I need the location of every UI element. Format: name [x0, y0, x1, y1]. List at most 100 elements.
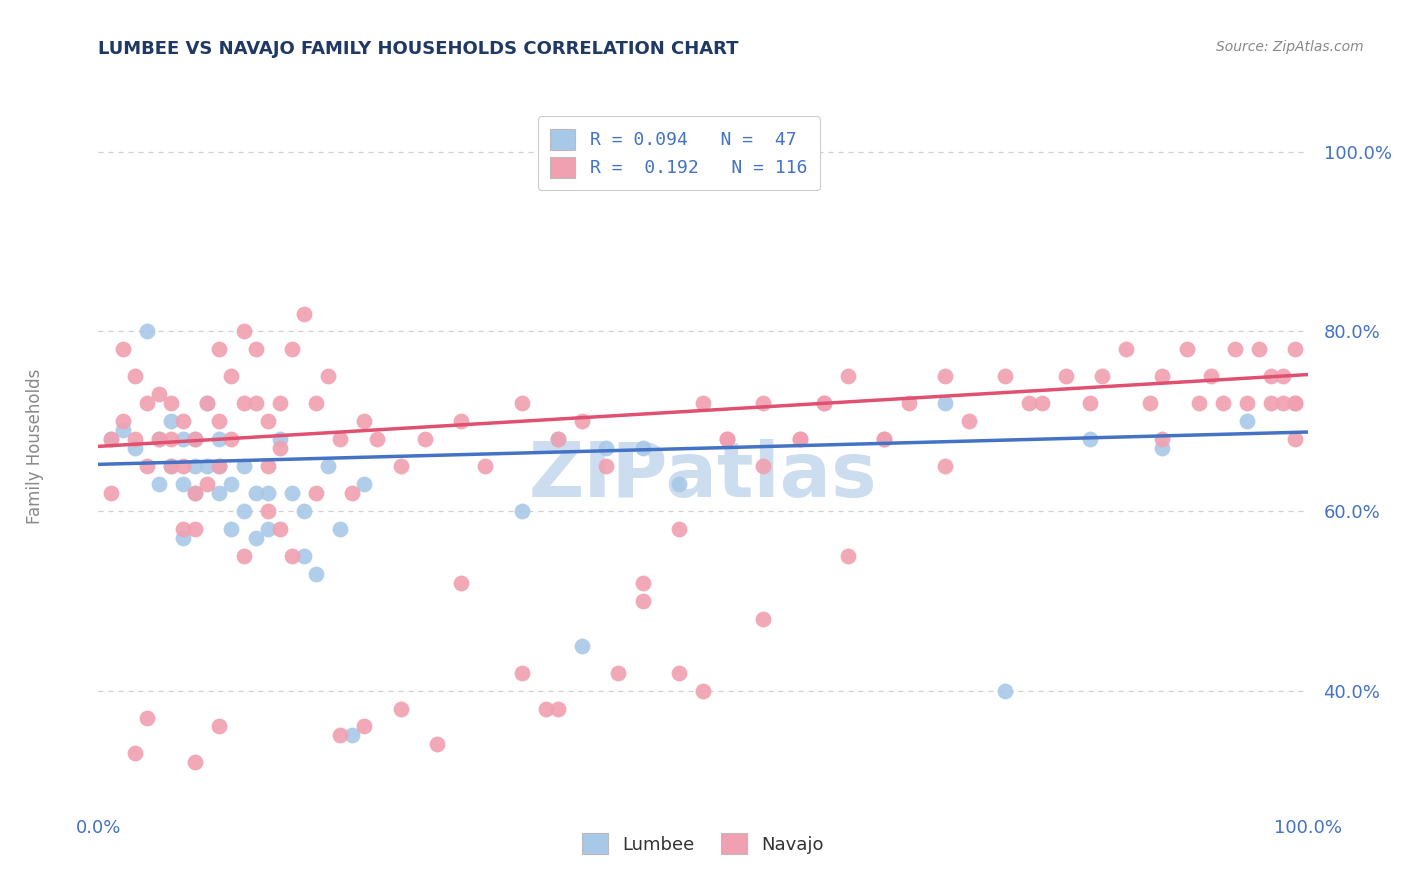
- Point: [172, 522, 194, 536]
- Point: [269, 432, 291, 446]
- Point: [172, 459, 194, 474]
- Point: [100, 486, 122, 500]
- Point: [232, 549, 254, 563]
- Point: [316, 459, 339, 474]
- Point: [813, 396, 835, 410]
- Point: [1078, 432, 1101, 446]
- Point: [100, 432, 122, 446]
- Point: [631, 441, 654, 455]
- Point: [450, 575, 472, 590]
- Text: ZIPatlas: ZIPatlas: [529, 439, 877, 513]
- Point: [789, 432, 811, 446]
- Point: [232, 459, 254, 474]
- Point: [292, 306, 315, 320]
- Point: [172, 531, 194, 545]
- Point: [1223, 343, 1246, 357]
- Point: [389, 701, 412, 715]
- Point: [1152, 369, 1174, 384]
- Point: [366, 432, 388, 446]
- Point: [692, 683, 714, 698]
- Point: [172, 432, 194, 446]
- Point: [837, 549, 859, 563]
- Point: [148, 387, 170, 401]
- Point: [305, 486, 328, 500]
- Point: [195, 396, 218, 410]
- Point: [534, 701, 557, 715]
- Point: [813, 396, 835, 410]
- Point: [292, 549, 315, 563]
- Point: [1031, 396, 1053, 410]
- Point: [752, 612, 775, 626]
- Point: [329, 522, 352, 536]
- Point: [269, 396, 291, 410]
- Point: [450, 414, 472, 428]
- Point: [934, 369, 956, 384]
- Point: [329, 432, 352, 446]
- Point: [1091, 369, 1114, 384]
- Point: [160, 414, 183, 428]
- Point: [631, 575, 654, 590]
- Point: [510, 665, 533, 680]
- Point: [631, 594, 654, 608]
- Point: [1078, 396, 1101, 410]
- Point: [184, 486, 207, 500]
- Point: [124, 369, 146, 384]
- Point: [208, 719, 231, 733]
- Point: [668, 665, 690, 680]
- Point: [353, 414, 375, 428]
- Point: [595, 441, 617, 455]
- Point: [256, 504, 278, 518]
- Point: [135, 325, 157, 339]
- Point: [1260, 396, 1282, 410]
- Point: [571, 414, 593, 428]
- Point: [1115, 343, 1137, 357]
- Point: [135, 459, 157, 474]
- Point: [1212, 396, 1234, 410]
- Point: [957, 414, 980, 428]
- Point: [837, 369, 859, 384]
- Text: LUMBEE VS NAVAJO FAMILY HOUSEHOLDS CORRELATION CHART: LUMBEE VS NAVAJO FAMILY HOUSEHOLDS CORRE…: [98, 40, 740, 58]
- Point: [111, 423, 134, 437]
- Point: [184, 432, 207, 446]
- Point: [292, 504, 315, 518]
- Point: [208, 432, 231, 446]
- Point: [510, 504, 533, 518]
- Point: [1236, 414, 1258, 428]
- Point: [160, 459, 183, 474]
- Point: [124, 747, 146, 761]
- Point: [221, 477, 243, 491]
- Point: [716, 432, 738, 446]
- Point: [1018, 396, 1040, 410]
- Point: [342, 486, 364, 500]
- Point: [752, 459, 775, 474]
- Point: [172, 414, 194, 428]
- Point: [873, 432, 896, 446]
- Point: [256, 414, 278, 428]
- Point: [221, 369, 243, 384]
- Point: [426, 738, 449, 752]
- Point: [232, 504, 254, 518]
- Point: [595, 459, 617, 474]
- Point: [245, 396, 267, 410]
- Point: [184, 459, 207, 474]
- Point: [281, 343, 304, 357]
- Point: [148, 432, 170, 446]
- Point: [195, 477, 218, 491]
- Point: [692, 396, 714, 410]
- Point: [897, 396, 920, 410]
- Point: [1272, 396, 1295, 410]
- Point: [547, 701, 569, 715]
- Point: [547, 432, 569, 446]
- Point: [208, 343, 231, 357]
- Point: [245, 343, 267, 357]
- Point: [256, 522, 278, 536]
- Point: [148, 432, 170, 446]
- Point: [1139, 396, 1161, 410]
- Point: [1236, 396, 1258, 410]
- Point: [789, 432, 811, 446]
- Point: [353, 477, 375, 491]
- Point: [1284, 396, 1306, 410]
- Point: [184, 756, 207, 770]
- Point: [184, 432, 207, 446]
- Legend: Lumbee, Navajo: Lumbee, Navajo: [574, 824, 832, 863]
